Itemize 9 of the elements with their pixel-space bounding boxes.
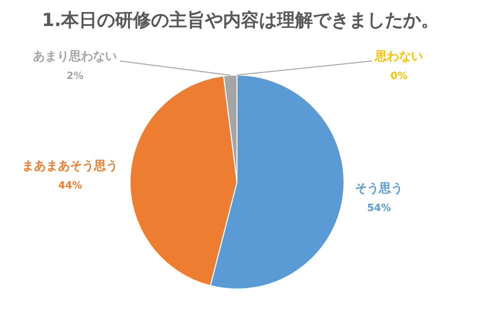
- slice-label: そう思う: [355, 180, 404, 195]
- data-label: 2%: [66, 71, 84, 82]
- data-label: 54%: [367, 202, 392, 214]
- chart-title: 1.本日の研修の主旨や内容は理解できましたか。: [42, 10, 440, 31]
- slice-label: まあまあそう思う: [22, 158, 118, 173]
- data-label: 44%: [58, 180, 82, 192]
- slice-label: あまり思わない: [33, 49, 117, 63]
- category-label: 思わない: [375, 49, 423, 63]
- text: 0%: [390, 71, 408, 82]
